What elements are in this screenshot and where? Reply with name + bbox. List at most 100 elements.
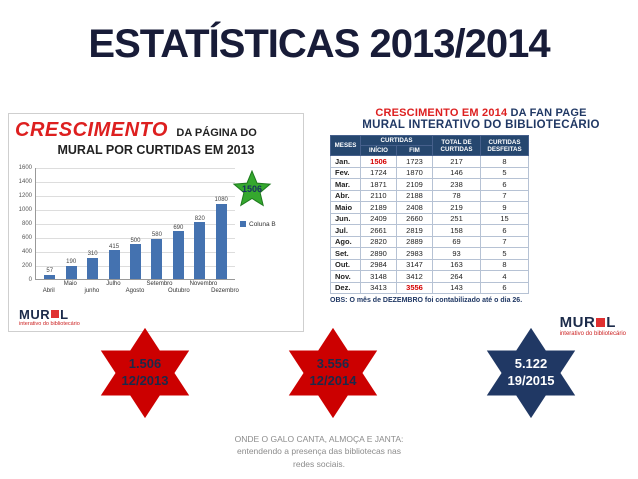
table-cell: 2661	[360, 224, 397, 237]
table-cell: Abr.	[330, 189, 361, 202]
table-cell: 2660	[396, 212, 433, 225]
table-cell: 8	[480, 258, 529, 271]
y-tick-label: 1400	[18, 179, 32, 185]
bar-chart: 1600 1400 1200 1000 800 600 400 200 0 57 190 310 41…	[15, 165, 297, 300]
table-row-ago: Ago. 2820 2889 69 7	[330, 235, 529, 248]
x-axis-labels: Abril Maio junho Julho Agosto Setembro Outubro…	[35, 281, 239, 294]
mural-logo-word: MUR L	[19, 308, 80, 321]
x-tick-label: Dezembro	[211, 288, 239, 294]
table-cell: 2820	[360, 235, 397, 248]
table-row-abr: Abr. 2110 2188 78 7	[330, 189, 529, 202]
milestone-star-2015: 5.122 19/2015	[479, 327, 583, 419]
mural-logo-word: MUR L	[560, 315, 626, 330]
y-axis: 1600 1400 1200 1000 800 600 400 200 0	[15, 165, 35, 283]
legend-label: Coluna B	[249, 220, 276, 228]
table-cell: 217	[432, 155, 481, 168]
col-header-total: TOTAL DE CURTIDAS	[432, 135, 481, 156]
growth-2014-table-panel: CRESCIMENTO EM 2014 DA FAN PAGE MURAL IN…	[330, 107, 632, 339]
star-value: 5.122	[514, 356, 548, 372]
bar-value-label: 820	[194, 215, 205, 222]
bar-value-label: 57	[46, 268, 54, 275]
bar-novembro: 820	[191, 168, 209, 279]
table-cell: 2409	[360, 212, 397, 225]
bar-value-label: 190	[66, 259, 77, 266]
star-date: 12/2014	[309, 373, 357, 388]
star-text: 3.556 12/2014	[281, 327, 385, 419]
table-cell: 2110	[360, 189, 397, 202]
table-cell: 2889	[396, 235, 433, 248]
table-cell: 78	[432, 189, 481, 202]
y-tick-label: 1000	[18, 207, 32, 213]
table-cell: 238	[432, 178, 481, 191]
table-cell: 93	[432, 247, 481, 260]
table-title: CRESCIMENTO EM 2014 DA FAN PAGE	[330, 107, 632, 119]
bar-abril: 57	[41, 168, 59, 279]
table-cell: 5	[480, 247, 529, 260]
table-cell: 6	[480, 224, 529, 237]
x-tick-label: junho	[84, 288, 100, 294]
col-header-curtidas: CURTIDAS	[360, 135, 433, 146]
x-tick-label: Julho	[106, 281, 121, 287]
table-cell: 163	[432, 258, 481, 271]
table-row-mar: Mar. 1871 2109 238 6	[330, 178, 529, 191]
y-tick-label: 200	[21, 263, 32, 269]
star-value: 3.556	[316, 356, 350, 372]
star-text: 1.506 12/2013	[93, 327, 197, 419]
table-subtitle: MURAL INTERATIVO DO BIBLIOTECÁRIO	[362, 119, 600, 131]
bar-maio: 190	[62, 168, 80, 279]
table-cell: 3556	[396, 281, 433, 294]
table-cell: 5	[480, 166, 529, 179]
table-cell: 2189	[360, 201, 397, 214]
y-tick-label: 400	[21, 249, 32, 255]
growth-2013-chart-panel: CRESCIMENTO DA PÁGINA DO MURAL POR CURTI…	[8, 113, 304, 332]
x-tick-label: Novembro	[189, 281, 218, 287]
table-cell: 1506	[360, 155, 397, 168]
col-header-inicio: INÍCIO	[360, 145, 397, 156]
col-header-meses: MESES	[330, 135, 361, 156]
table-cell: Jan.	[330, 155, 361, 168]
x-tick-label: Agosto	[125, 288, 145, 294]
bar-value-label: 310	[87, 250, 98, 257]
growth-table: MESES CURTIDAS TOTAL DE CURTIDAS CURTIDA…	[330, 135, 529, 294]
logo-red-square-icon	[51, 310, 60, 318]
table-note: OBS: O mês de DEZEMBRO foi contabilizado…	[330, 297, 523, 304]
star-text: 5.122 19/2015	[479, 327, 583, 419]
table-cell: Ago.	[330, 235, 361, 248]
bar-value-label: 415	[109, 243, 120, 250]
table-row-out: Out. 2984 3147 163 8	[330, 258, 529, 271]
table-cell: 158	[432, 224, 481, 237]
star-date: 12/2013	[121, 373, 169, 388]
footer-line-1: ONDE O GALO CANTA, ALMOÇA E JANTA:	[234, 434, 404, 444]
table-cell: Maio	[330, 201, 361, 214]
milestone-star-2014: 3.556 12/2014	[281, 327, 385, 419]
page-title: ESTATÍSTICAS 2013/2014	[88, 22, 550, 66]
footer-line-3: redes sociais.	[293, 458, 345, 469]
logo-text-prefix: MUR	[559, 314, 596, 331]
table-row-fev: Fev. 1724 1870 146 5	[330, 166, 529, 179]
star-value: 1.506	[128, 356, 162, 372]
table-cell: 143	[432, 281, 481, 294]
hexagram-star-icon	[288, 327, 378, 419]
plot-area: 57 190 310 415 500 580 690 820 1080	[35, 168, 235, 280]
table-cell: 4	[480, 270, 529, 283]
mural-logo-left: MUR L interativo do bibliotecário	[19, 308, 80, 328]
hexagram-star-icon	[486, 327, 576, 419]
table-cell: 219	[432, 201, 481, 214]
table-cell: 2188	[396, 189, 433, 202]
table-cell: Fev.	[330, 166, 361, 179]
x-tick-label: Setembro	[146, 281, 173, 287]
bar-value-label: 690	[173, 224, 184, 231]
footer-line-2: entendendo a presença das bibliotecas na…	[237, 446, 401, 457]
col-header-fim: FIM	[396, 145, 433, 156]
bar-value-label: 1080	[214, 197, 228, 204]
col-header-desfeitas: CURTIDAS DESFEITAS	[480, 135, 529, 156]
bar-dezembro: 1080	[212, 168, 230, 279]
y-tick-label: 1200	[18, 193, 32, 199]
bars: 57 190 310 415 500 580 690 820 1080	[36, 168, 235, 279]
footer-caption: ONDE O GALO CANTA, ALMOÇA E JANTA: enten…	[169, 433, 469, 470]
bar-agosto: 500	[126, 168, 144, 279]
logo-text-suffix: L	[606, 314, 616, 331]
table-cell: 1723	[396, 155, 433, 168]
logo-text-suffix: L	[60, 306, 69, 322]
milestone-star-icon: 1506	[231, 170, 273, 210]
